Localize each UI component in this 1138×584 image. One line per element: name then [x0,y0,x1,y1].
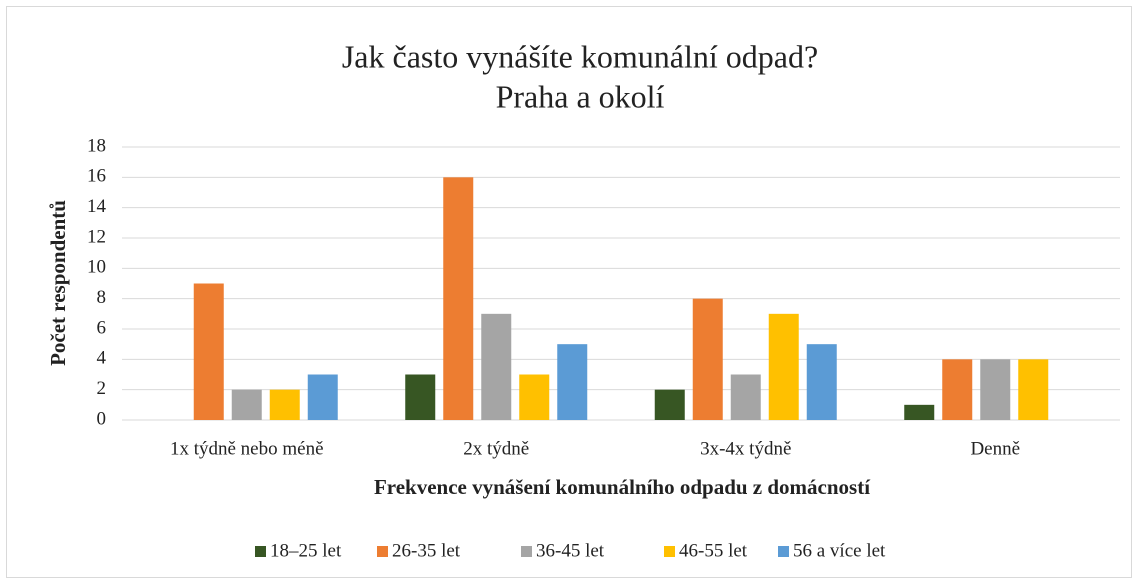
bar [231,389,262,420]
y-axis-label: Počet respondentů [46,200,70,366]
x-tick-label: 1x týdně nebo méně [170,438,324,459]
x-axis-label: Frekvence vynášení komunálního odpadu z … [374,475,871,499]
x-tick-label: 2x týdně [463,438,529,459]
bar [692,298,723,420]
legend-label: 46-55 let [679,540,748,561]
legend-label: 36-45 let [536,540,605,561]
legend-swatch [664,546,675,557]
bar [654,389,685,420]
chart-subtitle: Praha a okolí [496,78,665,114]
y-tick-label: 16 [87,166,106,187]
legend-label: 26-35 let [392,540,461,561]
legend-label: 56 a více let [793,540,886,561]
bar [307,374,338,420]
y-tick-label: 0 [97,408,107,429]
bar [942,359,973,420]
bar [557,344,588,420]
bar [730,374,761,420]
y-tick-label: 2 [97,378,107,399]
y-tick-label: 14 [87,196,107,217]
bar [980,359,1011,420]
y-tick-label: 18 [87,135,106,156]
legend-swatch [255,546,266,557]
bar [443,177,474,420]
legend-label: 18–25 let [270,540,342,561]
bar [269,389,300,420]
y-tick-label: 4 [97,348,107,369]
bar [1018,359,1049,420]
x-tick-label: Denně [970,438,1020,459]
legend-swatch [377,546,388,557]
bar [806,344,837,420]
y-tick-label: 10 [87,257,106,278]
bar [481,313,512,420]
bar [519,374,550,420]
x-tick-label: 3x-4x týdně [700,438,791,459]
bar [405,374,436,420]
bar [193,283,224,420]
legend-swatch [521,546,532,557]
bar [768,313,799,420]
y-tick-label: 12 [87,226,106,247]
bar [904,404,935,420]
legend-swatch [778,546,789,557]
y-tick-label: 6 [97,317,107,338]
chart-title: Jak často vynášíte komunální odpad? [342,38,818,74]
y-tick-label: 8 [97,287,107,308]
